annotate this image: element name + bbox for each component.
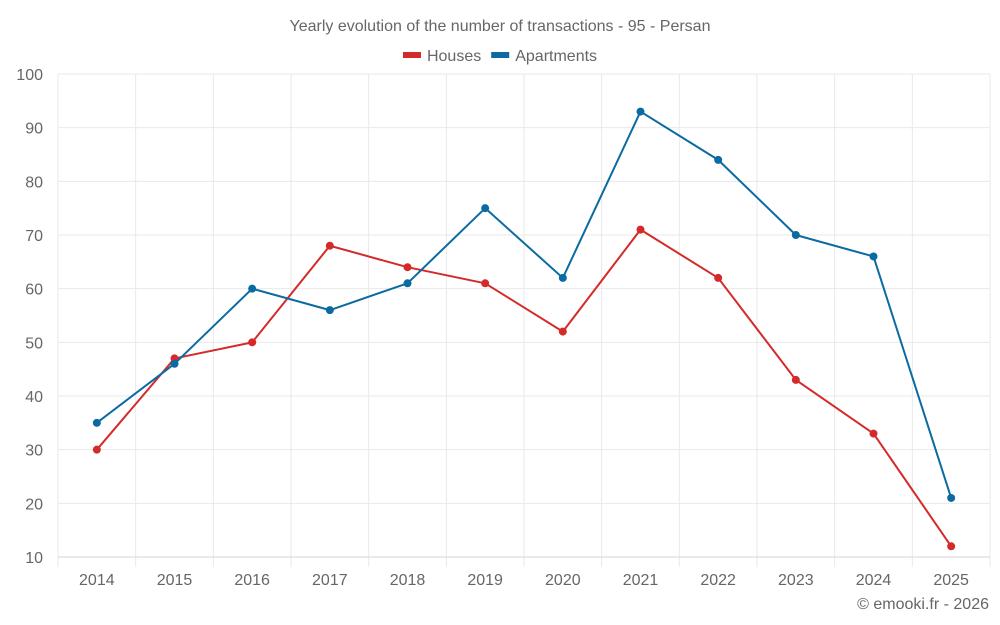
y-axis-ticks: 10 20 30 40 50 60 70 80 90 100 (16, 67, 43, 567)
x-tick-label: 2017 (312, 572, 348, 589)
x-gridlines (57, 74, 991, 567)
legend-label: Houses (427, 48, 481, 65)
data-point[interactable] (947, 542, 956, 551)
x-tick-label: 2014 (79, 572, 115, 589)
data-point[interactable] (869, 252, 878, 261)
chart-title: Yearly evolution of the number of transa… (290, 18, 711, 35)
data-point[interactable] (325, 306, 334, 315)
data-point[interactable] (558, 327, 567, 336)
data-point[interactable] (714, 155, 723, 164)
x-tick-label: 2019 (467, 572, 503, 589)
series-apartments (92, 107, 956, 502)
data-point[interactable] (714, 273, 723, 282)
data-point[interactable] (558, 273, 567, 282)
y-tick-label: 50 (25, 335, 43, 352)
data-point[interactable] (791, 231, 800, 239)
x-tick-label: 2021 (623, 572, 659, 589)
legend: Houses Apartments (402, 48, 597, 65)
data-point[interactable] (869, 429, 878, 438)
x-tick-label: 2016 (234, 572, 270, 589)
y-tick-label: 90 (25, 121, 43, 138)
x-tick-label: 2022 (700, 572, 736, 589)
data-point[interactable] (636, 107, 645, 116)
data-point[interactable] (481, 204, 490, 213)
data-point[interactable] (92, 445, 101, 454)
credit-text: © emooki.fr - 2026 (857, 596, 989, 613)
data-point[interactable] (248, 284, 257, 293)
x-tick-label: 2018 (390, 572, 426, 589)
y-tick-label: 30 (25, 443, 43, 460)
x-tick-label: 2015 (157, 572, 193, 589)
legend-swatch (491, 52, 510, 58)
y-tick-label: 80 (25, 174, 43, 191)
y-tick-label: 40 (25, 389, 43, 406)
y-tick-label: 100 (16, 67, 43, 84)
legend-label: Apartments (515, 48, 597, 65)
data-point[interactable] (403, 279, 412, 288)
data-point[interactable] (403, 263, 412, 272)
legend-swatch (402, 52, 421, 58)
series-houses (92, 225, 956, 551)
y-tick-label: 60 (25, 282, 43, 299)
y-tick-label: 10 (25, 550, 43, 567)
x-tick-label: 2025 (933, 572, 969, 589)
x-axis-ticks: 2014 2015 2016 2017 2018 2019 2020 2021 2022 2023… (79, 572, 969, 589)
data-point[interactable] (947, 493, 956, 502)
data-point[interactable] (636, 225, 645, 234)
data-point[interactable] (248, 338, 257, 347)
data-point[interactable] (325, 241, 334, 250)
x-tick-label: 2020 (545, 572, 581, 589)
data-point[interactable] (92, 418, 101, 427)
data-point[interactable] (481, 279, 490, 288)
series-line-apartments (96, 110, 953, 499)
legend-item-apartments[interactable]: Apartments (491, 48, 597, 65)
x-tick-label: 2023 (778, 572, 814, 589)
y-tick-label: 20 (25, 496, 43, 513)
data-point[interactable] (791, 375, 800, 384)
y-tick-label: 70 (25, 228, 43, 245)
series-line-houses (96, 228, 952, 547)
data-point[interactable] (170, 359, 179, 368)
legend-item-houses[interactable]: Houses (402, 48, 481, 65)
series-group (92, 107, 956, 551)
x-tick-label: 2024 (856, 572, 892, 589)
